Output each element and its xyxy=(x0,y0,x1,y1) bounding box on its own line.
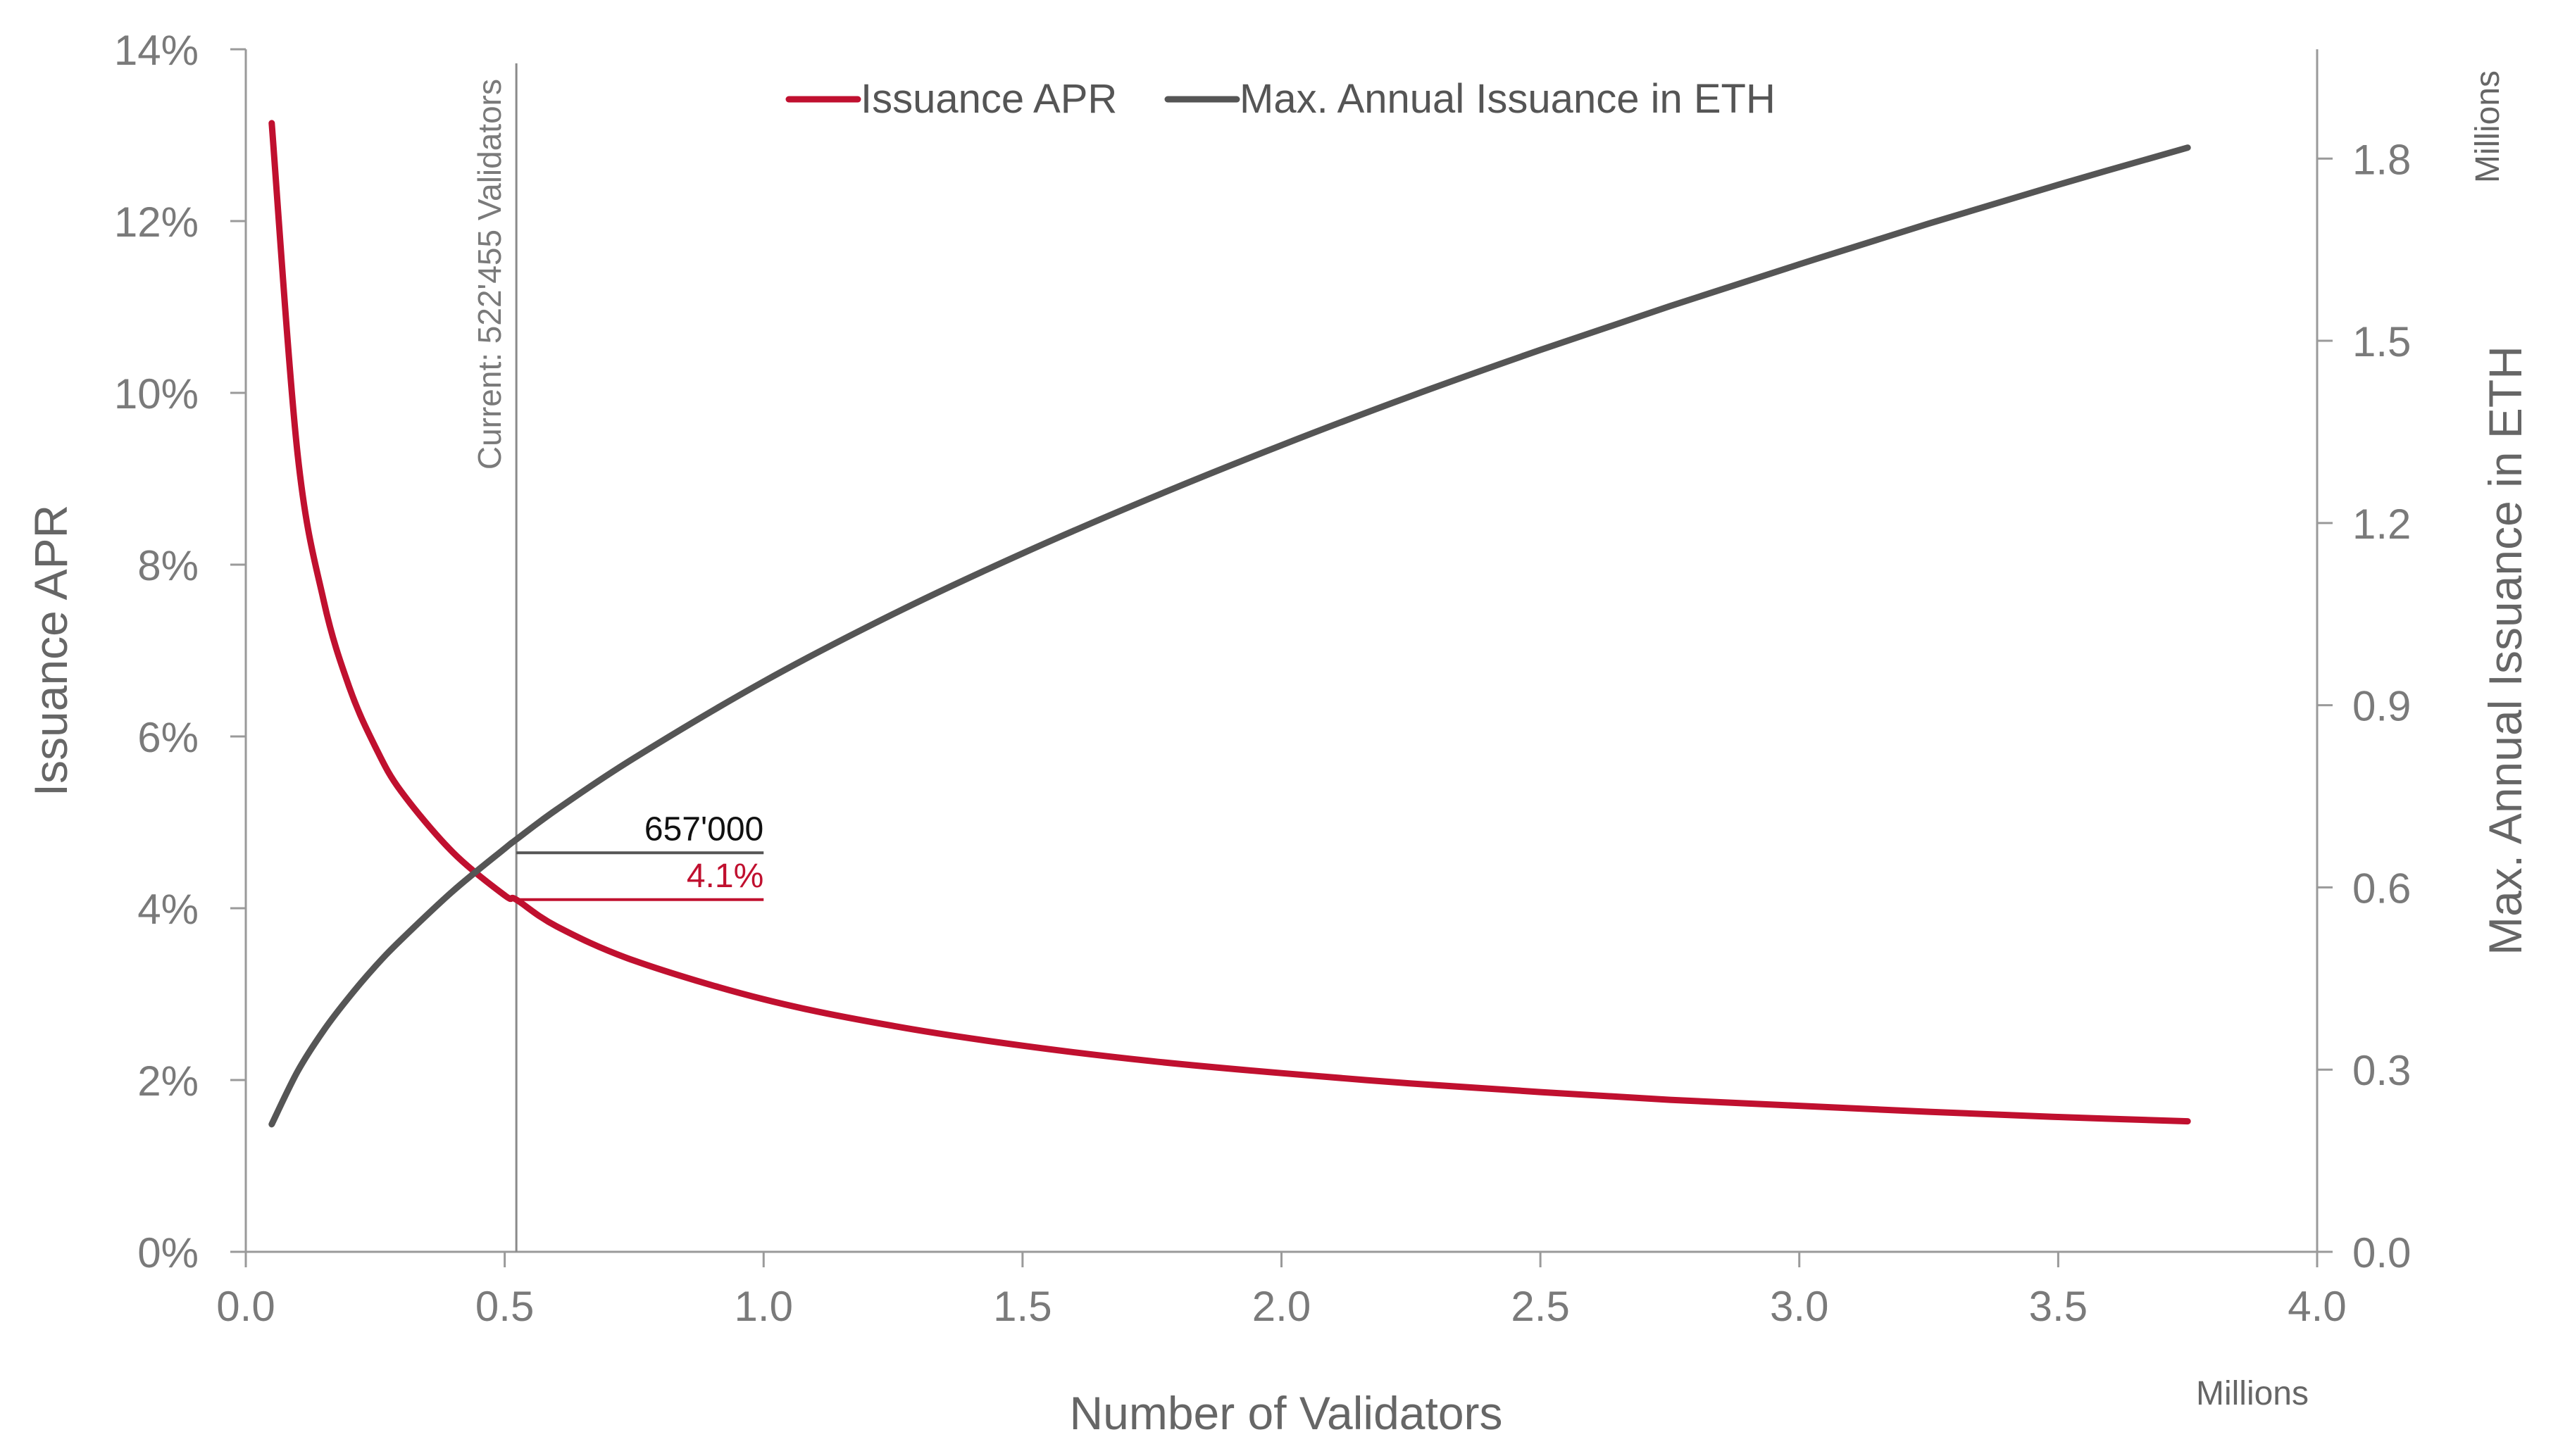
right-y-tick-label: 1.5 xyxy=(2352,318,2411,365)
x-tick-label: 0.0 xyxy=(216,1283,275,1330)
x-tick-label: 3.5 xyxy=(2029,1283,2088,1330)
right-y-tick-label: 0.9 xyxy=(2352,683,2411,730)
x-tick-label: 0.5 xyxy=(475,1283,534,1330)
x-tick-label: 1.5 xyxy=(993,1283,1052,1330)
right-y-axis-unit: Millions xyxy=(2469,70,2507,183)
left-y-tick-label: 10% xyxy=(114,370,199,418)
left-y-tick-label: 4% xyxy=(137,886,199,933)
left-y-tick-label: 2% xyxy=(137,1058,199,1105)
left-y-tick-label: 0% xyxy=(137,1229,199,1276)
x-tick-label: 1.0 xyxy=(735,1283,793,1330)
x-tick-label: 3.0 xyxy=(1770,1283,1828,1330)
legend: Issuance APR Max. Annual Issuance in ETH xyxy=(785,76,1776,122)
right-y-axis-title: Max. Annual Issuance in ETH xyxy=(2479,346,2531,955)
left-y-tick-label: 6% xyxy=(137,714,199,761)
apr-annotation-label: 4.1% xyxy=(687,858,763,895)
left-y-tick-label: 8% xyxy=(137,542,199,589)
right-y-axis-ticks: 0.0 0.3 0.6 0.9 1.2 1.5 1.8 xyxy=(2317,136,2411,1276)
left-y-axis-ticks: 0% 2% 4% 6% 8% 10% 12% 14% xyxy=(114,27,246,1276)
right-y-tick-label: 0.0 xyxy=(2352,1229,2411,1276)
x-tick-label: 2.5 xyxy=(1511,1283,1569,1330)
x-axis-title: Number of Validators xyxy=(1069,1387,1502,1439)
legend-label-max-annual-issuance: Max. Annual Issuance in ETH xyxy=(1240,76,1776,122)
issuance-apr-series-line xyxy=(268,120,2191,1125)
left-y-tick-label: 14% xyxy=(114,27,199,74)
x-axis-unit: Millions xyxy=(2196,1375,2309,1412)
left-y-axis-title: Issuance APR xyxy=(25,505,77,797)
x-axis-ticks: 0.0 0.5 1.0 1.5 2.0 2.5 3.0 3.5 4.0 xyxy=(216,1252,2347,1330)
right-y-tick-label: 1.2 xyxy=(2352,501,2411,548)
current-validators-label: Current: 522'455 Validators xyxy=(471,79,508,470)
legend-label-issuance-apr: Issuance APR xyxy=(861,76,1117,122)
right-y-tick-label: 1.8 xyxy=(2352,136,2411,183)
max-annual-issuance-series-line xyxy=(268,144,2191,1128)
x-tick-label: 4.0 xyxy=(2288,1283,2346,1330)
right-y-tick-label: 0.6 xyxy=(2352,865,2411,912)
issuance-annotation-label: 657'000 xyxy=(644,810,763,848)
left-y-tick-label: 12% xyxy=(114,199,199,246)
right-y-tick-label: 0.3 xyxy=(2352,1047,2411,1094)
x-tick-label: 2.0 xyxy=(1252,1283,1311,1330)
